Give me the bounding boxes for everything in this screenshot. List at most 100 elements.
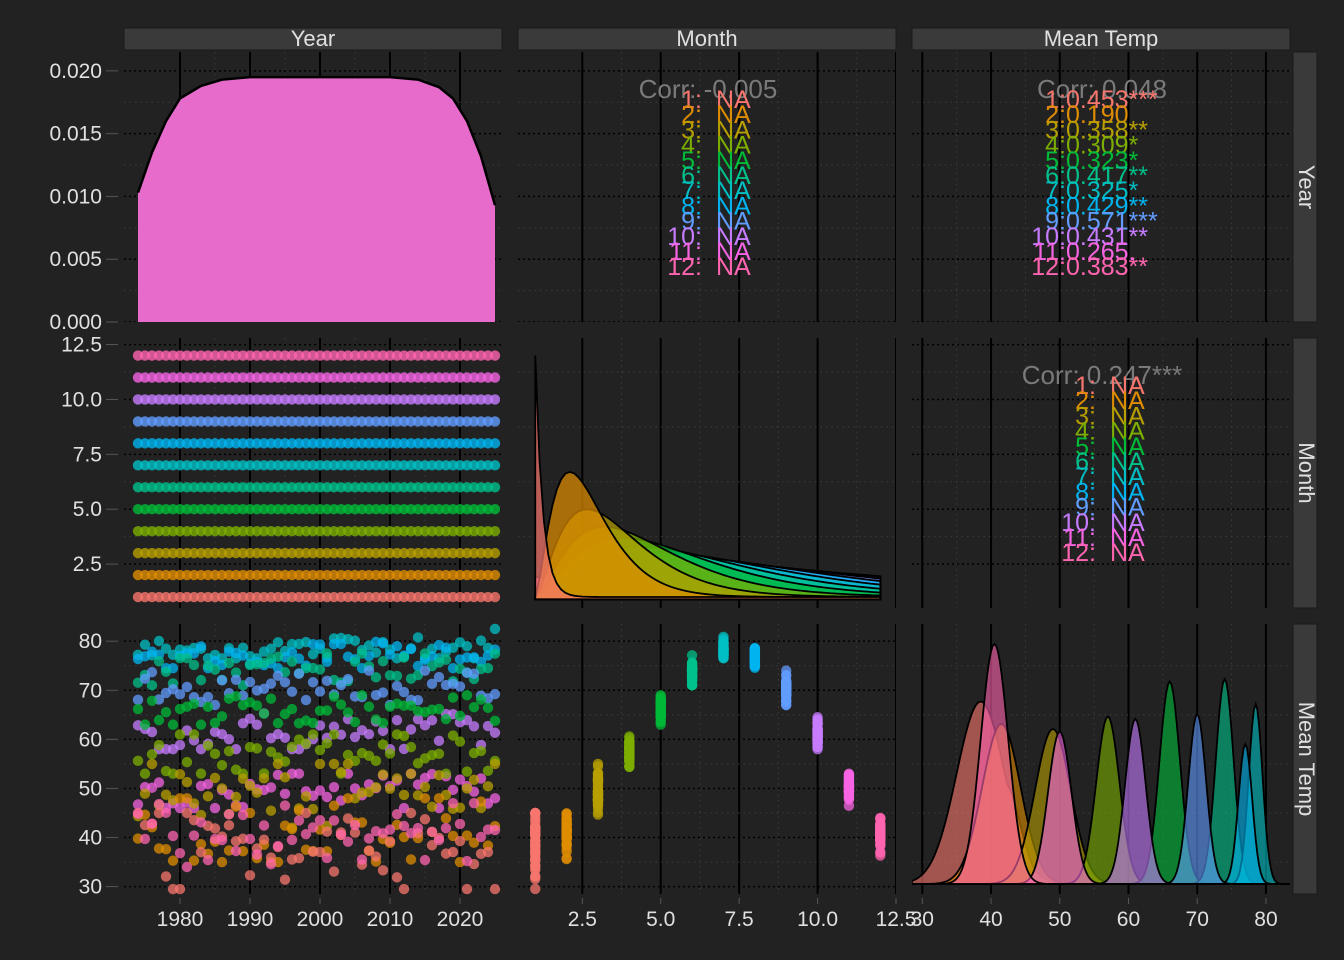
point — [132, 703, 144, 715]
point — [153, 714, 165, 726]
point — [363, 665, 375, 676]
point — [461, 783, 473, 794]
corr-group-value: NA — [716, 147, 751, 175]
point — [489, 727, 501, 738]
point — [216, 675, 228, 686]
corr-group-label: 9: — [1045, 208, 1066, 236]
strip-top-box — [911, 27, 1291, 51]
strip-right-box — [1292, 337, 1318, 609]
point — [181, 681, 193, 693]
point — [384, 649, 396, 660]
strip-top-label: Mean Temp — [1044, 26, 1159, 51]
point — [370, 851, 382, 862]
point — [258, 834, 270, 845]
point — [384, 748, 396, 759]
point — [132, 755, 144, 767]
corr-group-label: 4: — [681, 132, 702, 160]
corr-group-label: 11: — [1063, 524, 1096, 552]
point — [461, 641, 473, 652]
point — [328, 729, 340, 740]
point — [749, 657, 761, 668]
point — [272, 651, 284, 662]
x-tick-label: 2010 — [367, 908, 414, 931]
point — [342, 749, 354, 761]
point — [655, 708, 666, 720]
point — [530, 837, 541, 848]
corr-overall: Corr: 0.247*** — [1022, 360, 1182, 390]
point — [363, 833, 375, 844]
corr-group-value: NA — [716, 86, 751, 114]
y-tick-label: 5.0 — [73, 498, 102, 521]
point — [153, 656, 165, 667]
point — [237, 809, 249, 821]
corr-group-value: 0.358** — [1066, 116, 1148, 144]
point — [251, 849, 263, 860]
point — [377, 717, 389, 729]
x-tick-label: 10.0 — [797, 908, 838, 931]
point — [321, 738, 333, 749]
point — [489, 793, 501, 804]
point — [202, 854, 214, 866]
point — [433, 671, 445, 683]
y-tick-label: 10.0 — [61, 388, 102, 411]
point — [875, 829, 886, 841]
corr-group-value: NA — [1110, 433, 1145, 461]
point — [419, 814, 431, 825]
point — [592, 809, 604, 820]
point — [195, 641, 207, 652]
point — [293, 815, 305, 826]
point — [188, 855, 200, 866]
point — [223, 820, 235, 831]
point — [244, 676, 256, 688]
point — [489, 591, 501, 603]
point — [370, 672, 382, 683]
corr-group-label: 7: — [1045, 177, 1066, 205]
point — [286, 656, 298, 667]
point — [195, 719, 207, 730]
point — [349, 819, 361, 831]
y-tick-label: 0.005 — [49, 248, 102, 271]
point — [440, 642, 452, 653]
point — [398, 730, 410, 742]
point — [321, 656, 333, 667]
corr-group-value: 0.417** — [1066, 162, 1148, 190]
strip-right-box — [1292, 51, 1318, 323]
point — [139, 788, 151, 799]
point — [440, 654, 452, 665]
strip-right-label: Year — [1294, 165, 1319, 209]
month-density-ridge — [534, 355, 882, 601]
point — [391, 680, 403, 692]
x-tick-label: 1980 — [157, 908, 204, 931]
corr-group-label: 8: — [1075, 478, 1096, 506]
point — [749, 645, 761, 656]
point — [293, 852, 305, 864]
point — [286, 823, 298, 835]
point — [314, 758, 326, 770]
point — [482, 663, 494, 674]
point — [419, 648, 431, 659]
point — [265, 859, 277, 870]
point — [412, 822, 424, 834]
point — [160, 666, 172, 677]
point — [405, 724, 417, 735]
point — [391, 773, 403, 784]
corr-group-label: 3: — [1045, 116, 1066, 144]
point — [314, 846, 326, 858]
y-tick-label: 30 — [79, 876, 102, 899]
point — [328, 721, 340, 732]
point — [489, 758, 501, 770]
point — [328, 800, 340, 811]
corr-group-label: 8: — [681, 192, 702, 220]
point — [244, 833, 256, 845]
point — [461, 883, 473, 895]
point — [405, 643, 417, 655]
point — [412, 632, 424, 643]
point — [433, 703, 445, 715]
point — [419, 793, 431, 804]
strip-top-box — [123, 27, 503, 51]
point — [153, 777, 165, 788]
corr-group-value: NA — [716, 192, 751, 220]
point — [188, 698, 200, 710]
corr-group-value: NA — [1110, 539, 1145, 567]
point — [475, 694, 487, 705]
